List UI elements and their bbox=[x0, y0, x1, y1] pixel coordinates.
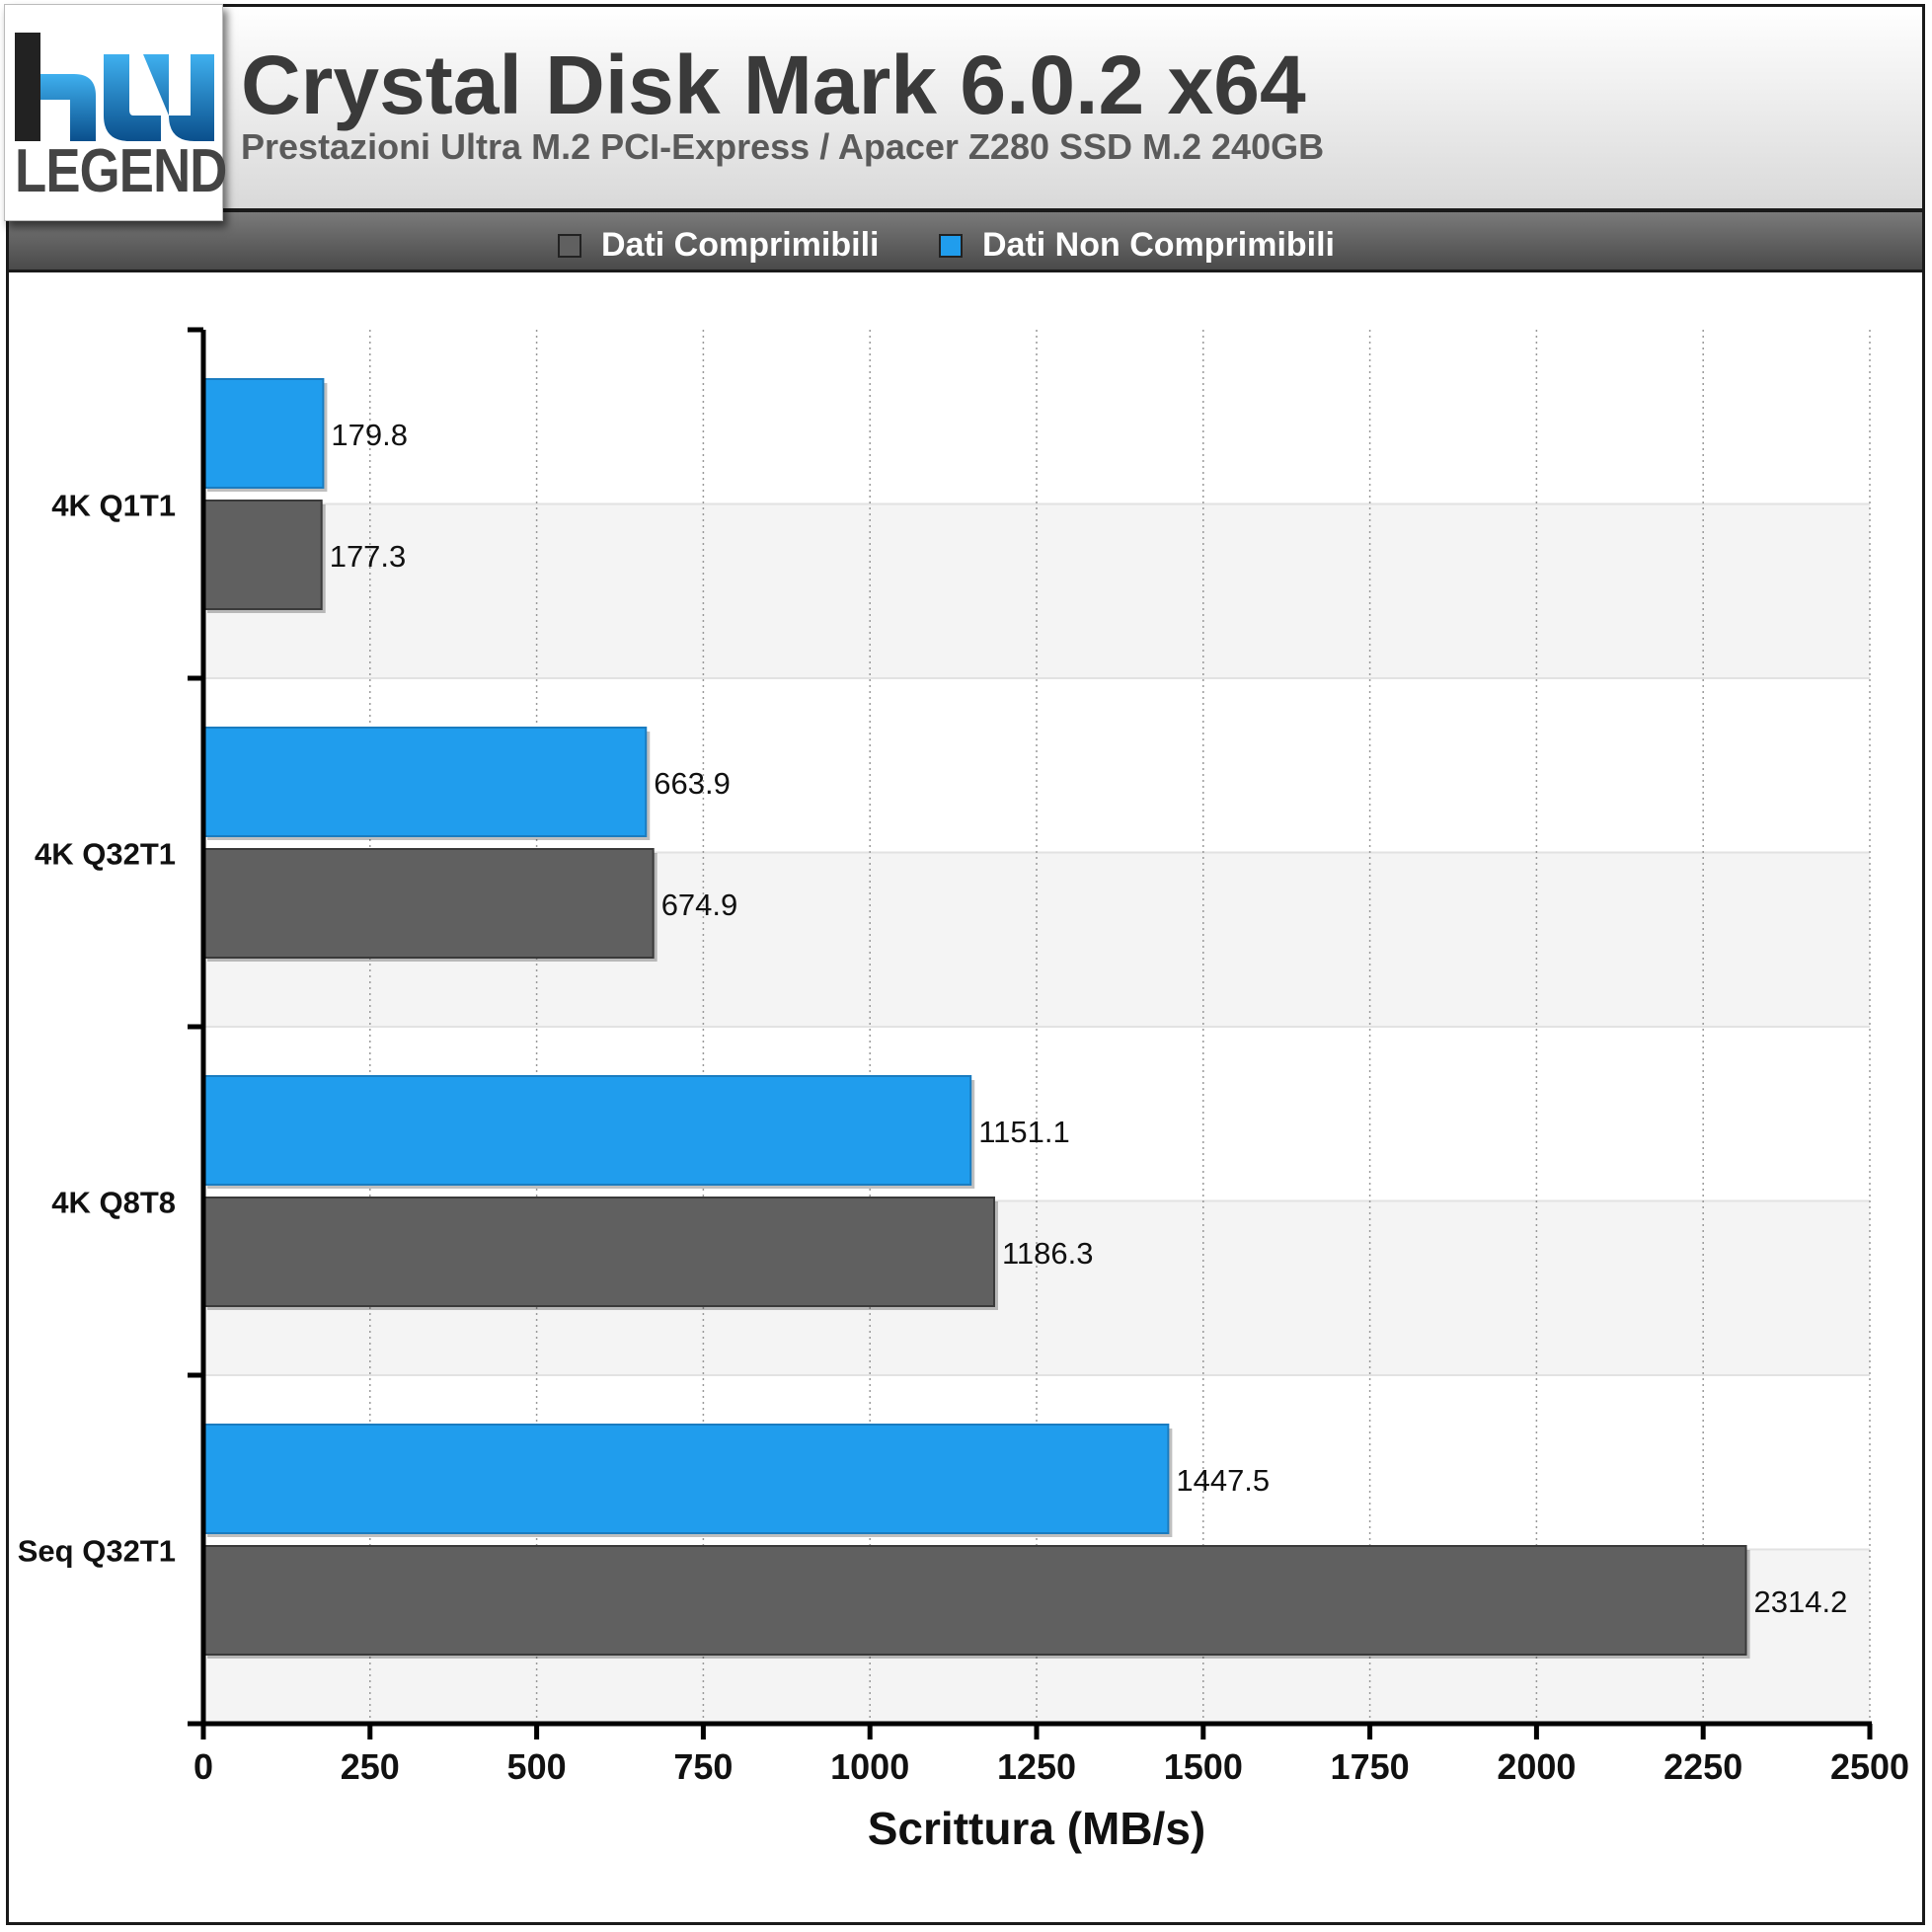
site-logo: LEGEND bbox=[4, 4, 227, 221]
x-tick-label: 2000 bbox=[1497, 1746, 1576, 1787]
logo-text: LEGEND bbox=[15, 137, 227, 205]
data-label: 177.3 bbox=[330, 539, 407, 574]
bar bbox=[202, 727, 648, 837]
x-tick-label: 2250 bbox=[1663, 1746, 1742, 1787]
data-label: 663.9 bbox=[654, 766, 731, 801]
data-label: 2314.2 bbox=[1754, 1584, 1848, 1619]
x-tick-label: 1500 bbox=[1164, 1746, 1243, 1787]
chart-subtitle: Prestazioni Ultra M.2 PCI-Express / Apac… bbox=[241, 126, 1325, 167]
logo-mark-icon bbox=[15, 33, 214, 141]
chart-title: Crystal Disk Mark 6.0.2 x64 bbox=[241, 39, 1306, 131]
bar bbox=[202, 1545, 1747, 1656]
category-label: 4K Q8T8 bbox=[51, 1186, 176, 1220]
bar bbox=[202, 1424, 1170, 1534]
bar bbox=[202, 1197, 995, 1307]
bar bbox=[202, 500, 323, 610]
plot-band-light bbox=[203, 330, 1870, 504]
x-tick-label: 500 bbox=[507, 1746, 567, 1787]
legend-item-non-comprimibili: Dati Non Comprimibili bbox=[939, 226, 1335, 265]
legend-swatch-non-comprimibili bbox=[939, 233, 963, 258]
x-axis-label: Scrittura (MB/s) bbox=[868, 1803, 1205, 1854]
category-label: 4K Q1T1 bbox=[51, 489, 176, 523]
data-label: 1151.1 bbox=[978, 1115, 1070, 1149]
bar bbox=[202, 1075, 972, 1186]
legend-swatch-comprimibili bbox=[558, 233, 581, 258]
x-tick-label: 750 bbox=[673, 1746, 733, 1787]
legend-label-comprimibili: Dati Comprimibili bbox=[601, 226, 880, 264]
chart-header bbox=[6, 4, 1925, 211]
x-tick-label: 1250 bbox=[997, 1746, 1076, 1787]
bar bbox=[202, 378, 325, 489]
legend-label-non-comprimibili: Dati Non Comprimibili bbox=[982, 226, 1335, 264]
x-tick-label: 1750 bbox=[1331, 1746, 1410, 1787]
x-tick-label: 250 bbox=[341, 1746, 400, 1787]
data-label: 1447.5 bbox=[1176, 1463, 1270, 1498]
bar bbox=[202, 848, 655, 959]
data-label: 674.9 bbox=[661, 888, 738, 922]
data-label: 179.8 bbox=[331, 418, 408, 452]
legend-item-comprimibili: Dati Comprimibili bbox=[558, 226, 879, 265]
x-tick-label: 0 bbox=[193, 1746, 213, 1787]
x-tick-label: 2500 bbox=[1830, 1746, 1909, 1787]
category-label: 4K Q32T1 bbox=[35, 837, 176, 872]
data-label: 1186.3 bbox=[1002, 1236, 1094, 1271]
category-label: Seq Q32T1 bbox=[18, 1534, 176, 1569]
legend-bar: Dati Comprimibili Dati Non Comprimibili bbox=[6, 209, 1925, 272]
x-tick-label: 1000 bbox=[830, 1746, 909, 1787]
